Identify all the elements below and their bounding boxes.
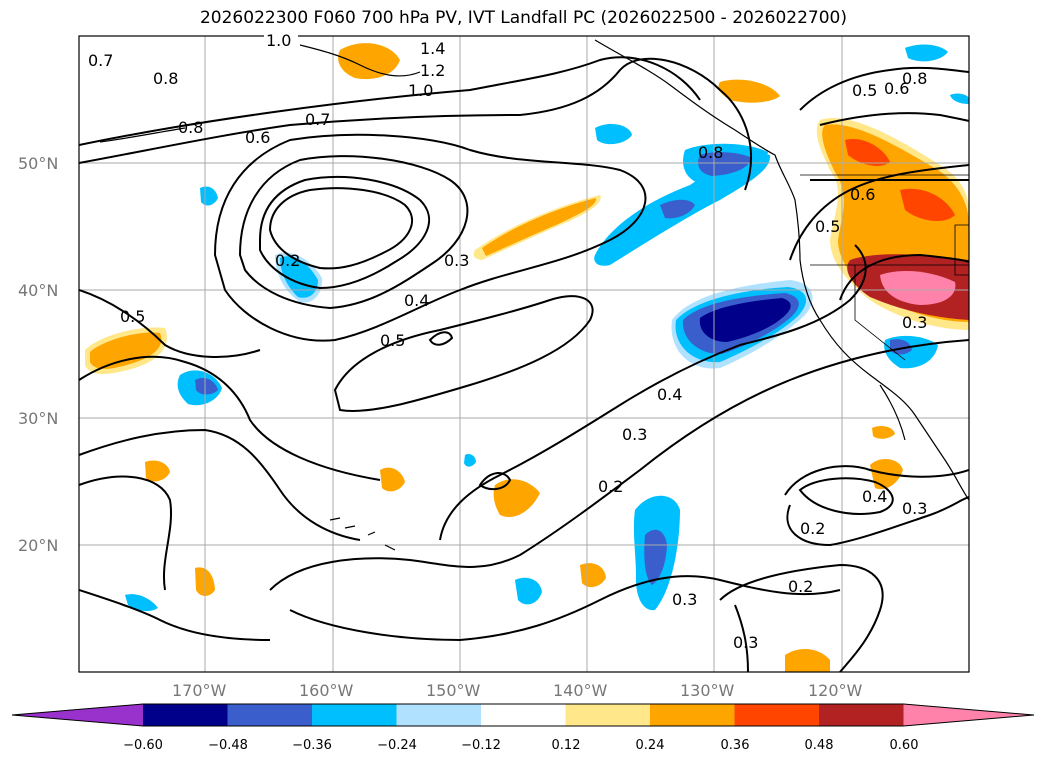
map-frame — [78, 35, 970, 673]
contour-label: 0.6 — [245, 128, 270, 147]
contour-label: 0.7 — [88, 51, 113, 70]
coastlines — [99, 39, 969, 551]
pv-contours — [79, 56, 969, 672]
contour-label: 0.3 — [622, 425, 647, 444]
contour-label: 0.8 — [698, 143, 723, 162]
colorbar-swatch — [143, 704, 228, 726]
lat-label-30: 30°N — [18, 409, 58, 428]
colorbar-swatch — [819, 704, 904, 726]
colorbar-tick: 0.24 — [636, 738, 665, 753]
contour-label: 0.5 — [380, 331, 405, 350]
colorbar-outline — [11, 703, 1035, 727]
lon-label-170w: 170°W — [172, 681, 227, 700]
colorbar-tick: 0.12 — [552, 738, 581, 753]
contour-label: 0.7 — [305, 110, 330, 129]
contour-label: 0.3 — [733, 633, 758, 652]
contour-label: 0.2 — [788, 577, 813, 596]
colorbar-extend-low — [12, 704, 143, 726]
lon-label-130w: 130°W — [680, 681, 735, 700]
lon-labels: 170°W 160°W 150°W 140°W 130°W 120°W — [172, 681, 863, 700]
contour-label: 0.5 — [815, 217, 840, 236]
contour-label: 0.8 — [902, 69, 927, 88]
colorbar-ticks: −0.60 −0.48 −0.36 −0.24 −0.12 0.12 0.24 … — [123, 738, 918, 753]
state-borders — [800, 174, 969, 361]
contour-label: 1.4 — [420, 39, 445, 58]
colorbar-tick: −0.12 — [461, 738, 501, 753]
colorbar-swatch — [396, 704, 482, 726]
contour-label: 0.2 — [598, 477, 623, 496]
colorbar-tick: 0.36 — [721, 738, 750, 753]
contour-label: 0.4 — [862, 487, 887, 506]
contour-label-group: 1.0 1.4 1.2 1.0 0.7 0.8 0.8 0.7 0.6 0.2 … — [88, 31, 927, 652]
contour-label: 1.0 — [266, 31, 291, 50]
colorbar-swatch — [227, 704, 313, 726]
colorbar-tick: 0.48 — [805, 738, 834, 753]
colorbar-swatches — [11, 703, 1035, 727]
contour-label: 0.3 — [444, 251, 469, 270]
graticule — [79, 36, 969, 672]
pc-shading — [85, 43, 969, 672]
lon-label-140w: 140°W — [553, 681, 608, 700]
contour-label: 0.5 — [852, 81, 877, 100]
lat-labels: 50°N 40°N 30°N 20°N — [18, 154, 58, 555]
colorbar-tick: −0.36 — [292, 738, 332, 753]
contour-label: 0.8 — [153, 69, 178, 88]
map-panel: 1.0 1.4 1.2 1.0 0.7 0.8 0.8 0.7 0.6 0.2 … — [18, 31, 970, 700]
colorbar-tick: −0.48 — [208, 738, 248, 753]
lon-label-160w: 160°W — [299, 681, 354, 700]
contour-label: 0.5 — [120, 307, 145, 326]
colorbar-swatch — [312, 704, 397, 726]
contour-label: 0.8 — [178, 118, 203, 137]
contour-label: 0.4 — [404, 291, 429, 310]
lon-label-120w: 120°W — [808, 681, 863, 700]
colorbar-swatch — [481, 704, 566, 726]
colorbar-swatch — [565, 704, 651, 726]
lat-label-40: 40°N — [18, 281, 58, 300]
colorbar-tick: 0.60 — [890, 738, 919, 753]
map-title: 2026022300 F060 700 hPa PV, IVT Landfall… — [199, 8, 847, 28]
contour-label: 0.4 — [657, 385, 682, 404]
contour-label: 0.6 — [850, 185, 875, 204]
contour-label: 0.3 — [902, 499, 927, 518]
contour-label: 0.3 — [902, 313, 927, 332]
contour-label: 0.6 — [884, 79, 909, 98]
lat-label-20: 20°N — [18, 536, 58, 555]
contour-label: 0.2 — [800, 519, 825, 538]
contour-label: 0.3 — [672, 590, 697, 609]
colorbar-swatch — [734, 704, 820, 726]
lon-label-150w: 150°W — [426, 681, 481, 700]
colorbar-swatch — [650, 704, 735, 726]
colorbar-tick: −0.60 — [123, 738, 163, 753]
contour-label: 1.0 — [408, 81, 433, 100]
colorbar-tick: −0.24 — [377, 738, 417, 753]
contour-label: 1.2 — [420, 61, 445, 80]
colorbar-extend-high — [903, 704, 1034, 726]
lat-label-50: 50°N — [18, 154, 58, 173]
contour-label: 0.2 — [275, 251, 300, 270]
